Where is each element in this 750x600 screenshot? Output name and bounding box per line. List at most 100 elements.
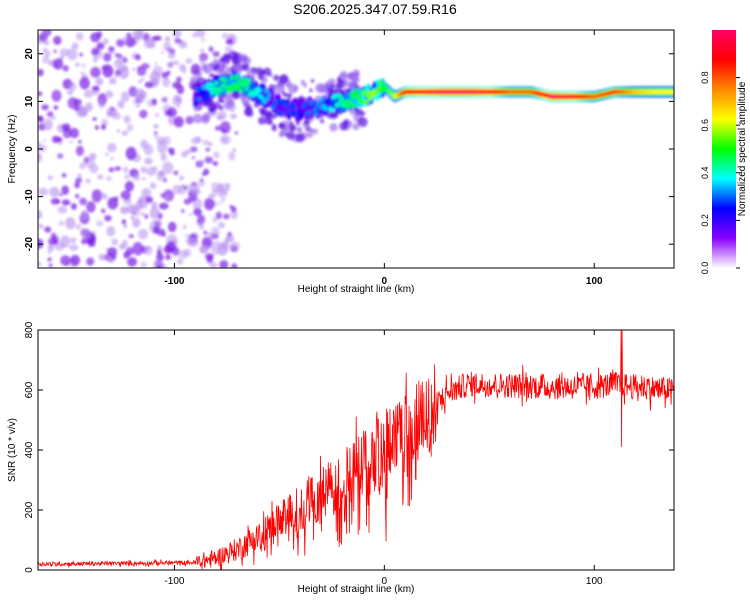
spectrogram-scatter-blob (220, 98, 225, 104)
spectrogram-noise-blob (162, 77, 171, 87)
spectrogram-ridge-cell (266, 92, 271, 97)
spectrogram-noise-blob (110, 157, 114, 160)
spectrogram-ridge-cell (274, 99, 279, 104)
spectrogram-noise-blob (105, 152, 109, 156)
spectrogram-scatter-blob (289, 121, 294, 126)
spectrogram-noise-blob (160, 153, 168, 162)
colorbar-tick-label: 0.8 (700, 71, 710, 84)
spectrogram-noise-blob (154, 133, 158, 139)
spectrogram-noise-blob (163, 41, 172, 51)
spectrogram-noise-blob (55, 136, 63, 143)
spectrogram-ridge-cell (254, 91, 260, 97)
spectrogram-noise-blob (75, 145, 84, 156)
spectrogram-noise-blob (127, 257, 138, 267)
spectrogram-ridge-cell (270, 105, 276, 110)
spectrogram-noise-blob (160, 96, 169, 104)
spectrogram-noise-blob (80, 71, 85, 75)
spectrogram-ridge-cell (264, 88, 269, 94)
spectrogram-noise-blob (132, 217, 141, 228)
spectrogram-scatter-blob (271, 125, 277, 132)
spectrogram-noise-blob (225, 237, 230, 242)
spectrogram-noise-blob (158, 202, 169, 210)
spectrogram-noise-blob (98, 253, 107, 261)
spectrogram-ridge-cell (205, 82, 211, 87)
spectrogram-scatter-blob (198, 72, 202, 77)
spectrogram-noise-blob (167, 221, 177, 233)
spectrogram-scatter-blob (246, 105, 251, 109)
spectrogram-noise-blob (101, 208, 106, 214)
snr-x-tick-label: -100 (164, 576, 184, 587)
spectrogram-noise-blob (152, 166, 158, 172)
spectrogram-ridge-cell (242, 82, 247, 88)
spectrogram-ridge-cell (244, 86, 249, 91)
snr-panel: -100 0 100 0 200 400 600 800 Height of straigh… (7, 321, 675, 595)
spectrogram-noise-blob (144, 157, 153, 165)
spectrogram-scatter-blob (263, 67, 272, 77)
spectrogram-noise-blob (67, 89, 73, 96)
spectrogram-noise-blob (74, 62, 81, 67)
spectrogram-noise-blob (138, 228, 149, 240)
spectrogram-noise-blob (104, 90, 114, 98)
spectrogram-ridge-cell (365, 84, 371, 92)
spectrogram-noise-blob (157, 141, 168, 154)
spectrogram-noise-blob (212, 216, 218, 223)
spectrogram-noise-blob (85, 102, 93, 112)
spectrogram-scatter-blob (202, 63, 213, 74)
spectrogram-noise-blob (151, 98, 157, 105)
colorbar-gradient (712, 30, 736, 268)
spectrogram-noise-blob (75, 177, 83, 183)
spectrogram-noise-blob (41, 104, 49, 111)
spectrogram-scatter-blob (357, 117, 368, 128)
spectrogram-ridge-cell (245, 81, 251, 87)
spectrogram-marks (38, 30, 674, 268)
spectrogram-x-tick-label: 0 (382, 276, 388, 287)
spectrogram-noise-blob (101, 124, 106, 130)
spectrogram-scatter-blob (192, 113, 203, 124)
spectrogram-noise-blob (43, 118, 53, 131)
spectrogram-noise-blob (172, 184, 182, 195)
spectrogram-ridge-cell (237, 78, 243, 84)
spectrogram-noise-blob (70, 203, 77, 210)
spectrogram-noise-blob (156, 171, 166, 182)
spectrogram-noise-blob (76, 107, 88, 118)
spectrogram-noise-blob (47, 244, 55, 252)
spectrogram-noise-blob (95, 77, 104, 86)
spectrogram-noise-blob (38, 153, 43, 163)
spectrogram-noise-blob (61, 185, 69, 195)
spectrogram-noise-blob (172, 60, 180, 66)
spectrogram-ridge-cell (285, 104, 291, 110)
spectrogram-noise-blob (200, 48, 204, 53)
spectrogram-noise-blob (219, 134, 231, 145)
spectrogram-scatter-blob (349, 76, 355, 81)
spectrogram-noise-blob (61, 199, 71, 206)
spectrogram-noise-blob (107, 142, 117, 153)
spectrogram-ridge-cell (314, 111, 319, 117)
spectrogram-noise-blob (182, 69, 187, 74)
spectrogram-noise-blob (199, 178, 204, 182)
spectrogram-noise-blob (164, 109, 173, 117)
spectrogram-noise-blob (181, 209, 185, 213)
spectrogram-noise-blob (199, 159, 205, 164)
spectrogram-noise-blob (230, 209, 238, 220)
spectrogram-y-tick-label: 0 (24, 146, 35, 152)
spectrogram-noise-blob (113, 59, 122, 68)
spectrogram-noise-blob (135, 103, 140, 108)
spectrogram-noise-blob (188, 182, 200, 195)
spectrogram-x-tick-label: 100 (586, 276, 603, 287)
spectrogram-scatter-blob (295, 133, 305, 143)
spectrogram-noise-blob (98, 99, 106, 109)
spectrogram-noise-blob (225, 39, 233, 45)
spectrogram-scatter-blob (344, 80, 352, 88)
spectrogram-noise-blob (96, 220, 104, 227)
spectrogram-y-tick-label: -20 (24, 237, 35, 252)
spectrogram-noise-blob (226, 186, 231, 191)
spectrogram-noise-blob (136, 67, 147, 76)
spectrogram-noise-blob (50, 115, 56, 120)
spectrogram-noise-blob (38, 223, 44, 229)
spectrogram-scatter-blob (312, 128, 319, 135)
spectrogram-ridge-cell (222, 78, 228, 83)
spectrogram-noise-blob (96, 31, 103, 38)
spectrogram-scatter-blob (303, 119, 310, 126)
spectrogram-noise-blob (144, 81, 154, 89)
